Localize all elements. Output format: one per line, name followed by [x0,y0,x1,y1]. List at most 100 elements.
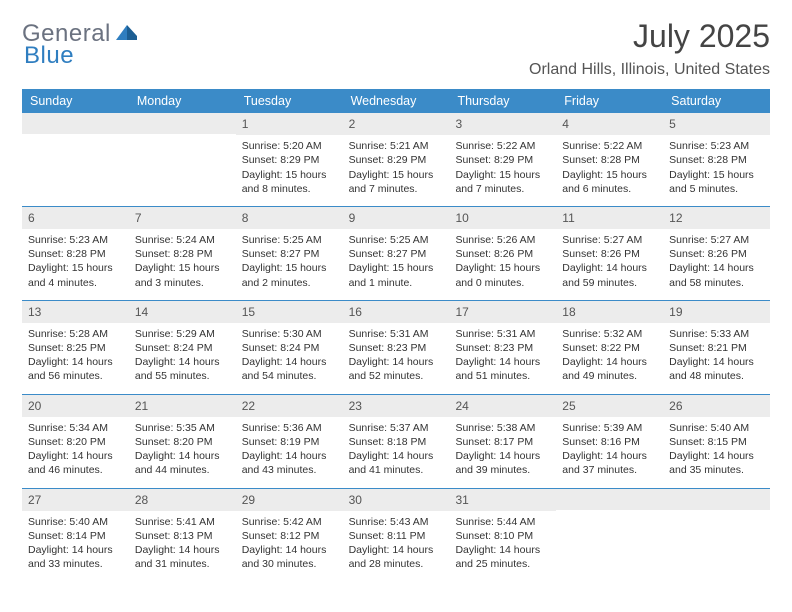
day-number: 5 [663,113,770,135]
sunrise-line: Sunrise: 5:37 AM [349,421,444,435]
daylight-line: Daylight: 15 hours and 7 minutes. [349,168,444,196]
day-number: 11 [556,207,663,229]
day-number: 21 [129,395,236,417]
sunrise-line: Sunrise: 5:41 AM [135,515,230,529]
day-body: Sunrise: 5:30 AMSunset: 8:24 PMDaylight:… [236,323,343,394]
day-body [129,134,236,198]
daylight-line: Daylight: 14 hours and 35 minutes. [669,449,764,477]
day-body [556,510,663,574]
day-number: 25 [556,395,663,417]
day-number: 1 [236,113,343,135]
day-cell: 6Sunrise: 5:23 AMSunset: 8:28 PMDaylight… [22,207,129,300]
sunset-line: Sunset: 8:23 PM [455,341,550,355]
day-number: 13 [22,301,129,323]
day-body: Sunrise: 5:34 AMSunset: 8:20 PMDaylight:… [22,417,129,488]
day-cell: 18Sunrise: 5:32 AMSunset: 8:22 PMDayligh… [556,301,663,394]
day-number: 17 [449,301,556,323]
sunset-line: Sunset: 8:20 PM [28,435,123,449]
week-row: 13Sunrise: 5:28 AMSunset: 8:25 PMDayligh… [22,300,770,394]
sunset-line: Sunset: 8:18 PM [349,435,444,449]
day-body: Sunrise: 5:42 AMSunset: 8:12 PMDaylight:… [236,511,343,582]
daylight-line: Daylight: 14 hours and 33 minutes. [28,543,123,571]
day-number: 15 [236,301,343,323]
day-cell-blank [663,489,770,582]
daylight-line: Daylight: 15 hours and 8 minutes. [242,168,337,196]
sunrise-line: Sunrise: 5:27 AM [562,233,657,247]
day-cell: 26Sunrise: 5:40 AMSunset: 8:15 PMDayligh… [663,395,770,488]
day-cell: 7 Sunrise: 5:24 AMSunset: 8:28 PMDaylight… [129,207,236,300]
day-number: 16 [343,301,450,323]
daylight-line: Daylight: 15 hours and 1 minute. [349,261,444,289]
daylight-line: Daylight: 14 hours and 46 minutes. [28,449,123,477]
day-body: Sunrise: 5:22 AMSunset: 8:29 PMDaylight:… [449,135,556,206]
sunset-line: Sunset: 8:29 PM [455,153,550,167]
dow-tuesday: Tuesday [236,89,343,113]
day-body [663,510,770,574]
sunrise-line: Sunrise: 5:40 AM [669,421,764,435]
day-body: Sunrise: 5:20 AMSunset: 8:29 PMDaylight:… [236,135,343,206]
sunrise-line: Sunrise: 5:29 AM [135,327,230,341]
sunrise-line: Sunrise: 5:44 AM [455,515,550,529]
day-body: Sunrise: 5:37 AMSunset: 8:18 PMDaylight:… [343,417,450,488]
day-number: 24 [449,395,556,417]
sunrise-line: Sunrise: 5:22 AM [562,139,657,153]
day-number: 7 [129,207,236,229]
sunset-line: Sunset: 8:24 PM [135,341,230,355]
day-number: 26 [663,395,770,417]
day-number: 22 [236,395,343,417]
sunrise-line: Sunrise: 5:22 AM [455,139,550,153]
sunset-line: Sunset: 8:28 PM [562,153,657,167]
day-body: Sunrise: 5:41 AMSunset: 8:13 PMDaylight:… [129,511,236,582]
day-number [129,113,236,134]
day-body: Sunrise: 5:23 AMSunset: 8:28 PMDaylight:… [663,135,770,206]
day-number: 2 [343,113,450,135]
sunset-line: Sunset: 8:29 PM [242,153,337,167]
day-cell: 30Sunrise: 5:43 AMSunset: 8:11 PMDayligh… [343,489,450,582]
day-cell: 14Sunrise: 5:29 AMSunset: 8:24 PMDayligh… [129,301,236,394]
sunrise-line: Sunrise: 5:31 AM [349,327,444,341]
sunrise-line: Sunrise: 5:32 AM [562,327,657,341]
day-body: Sunrise: 5:29 AMSunset: 8:24 PMDaylight:… [129,323,236,394]
dow-friday: Friday [556,89,663,113]
day-cell: 16 Sunrise: 5:31 AMSunset: 8:23 PMDayligh… [343,301,450,394]
day-cell: 25Sunrise: 5:39 AMSunset: 8:16 PMDayligh… [556,395,663,488]
daylight-line: Daylight: 15 hours and 3 minutes. [135,261,230,289]
day-number [556,489,663,510]
day-number: 30 [343,489,450,511]
day-cell: 15Sunrise: 5:30 AMSunset: 8:24 PMDayligh… [236,301,343,394]
day-cell: 11Sunrise: 5:27 AMSunset: 8:26 PMDayligh… [556,207,663,300]
sunrise-line: Sunrise: 5:43 AM [349,515,444,529]
sunset-line: Sunset: 8:25 PM [28,341,123,355]
sunset-line: Sunset: 8:23 PM [349,341,444,355]
day-cell: 8Sunrise: 5:25 AMSunset: 8:27 PMDaylight… [236,207,343,300]
day-cell: 3Sunrise: 5:22 AMSunset: 8:29 PMDaylight… [449,113,556,206]
day-body [22,134,129,198]
day-cell: 24Sunrise: 5:38 AMSunset: 8:17 PMDayligh… [449,395,556,488]
sunrise-line: Sunrise: 5:24 AM [135,233,230,247]
daylight-line: Daylight: 14 hours and 49 minutes. [562,355,657,383]
day-number: 19 [663,301,770,323]
daylight-line: Daylight: 14 hours and 25 minutes. [455,543,550,571]
brand-mark-icon [116,23,138,46]
day-number: 9 [343,207,450,229]
day-cell: 31Sunrise: 5:44 AMSunset: 8:10 PMDayligh… [449,489,556,582]
daylight-line: Daylight: 14 hours and 48 minutes. [669,355,764,383]
sunrise-line: Sunrise: 5:20 AM [242,139,337,153]
sunrise-line: Sunrise: 5:35 AM [135,421,230,435]
day-cell: 9Sunrise: 5:25 AMSunset: 8:27 PMDaylight… [343,207,450,300]
sunrise-line: Sunrise: 5:31 AM [455,327,550,341]
day-cell: 23Sunrise: 5:37 AMSunset: 8:18 PMDayligh… [343,395,450,488]
day-body: Sunrise: 5:28 AMSunset: 8:25 PMDaylight:… [22,323,129,394]
day-cell: 21Sunrise: 5:35 AMSunset: 8:20 PMDayligh… [129,395,236,488]
day-cell: 20Sunrise: 5:34 AMSunset: 8:20 PMDayligh… [22,395,129,488]
daylight-line: Daylight: 14 hours and 51 minutes. [455,355,550,383]
sunset-line: Sunset: 8:17 PM [455,435,550,449]
header-row: General July 2025 Orland Hills, Illinois… [22,18,770,79]
daylight-line: Daylight: 14 hours and 52 minutes. [349,355,444,383]
day-cell: 10Sunrise: 5:26 AMSunset: 8:26 PMDayligh… [449,207,556,300]
dow-monday: Monday [129,89,236,113]
daylight-line: Daylight: 14 hours and 28 minutes. [349,543,444,571]
day-body: Sunrise: 5:23 AMSunset: 8:28 PMDaylight:… [22,229,129,300]
brand-part2: Blue [24,42,74,70]
sunset-line: Sunset: 8:28 PM [135,247,230,261]
